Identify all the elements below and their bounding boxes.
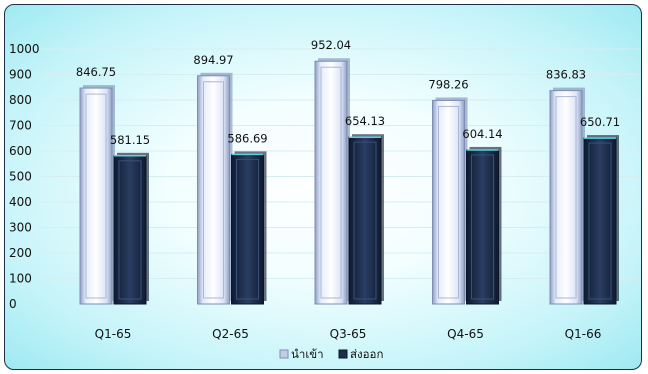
y-tick-label: 800 bbox=[9, 93, 32, 107]
import-legend-label: นำเข้า bbox=[291, 347, 324, 361]
import-bar bbox=[314, 58, 350, 305]
x-tick-label: Q1-66 bbox=[565, 327, 602, 341]
import-bar bbox=[197, 72, 233, 305]
export-legend-label: ส่งออก bbox=[350, 347, 383, 361]
y-tick-label: 1000 bbox=[9, 42, 40, 56]
export-data-label: 604.14 bbox=[462, 127, 502, 141]
y-tick-label: 600 bbox=[9, 144, 32, 158]
bar-chart: 0 100 200 300 400 500 600 700 800 900 1000 846.75 5… bbox=[9, 38, 641, 361]
export-data-label: 650.71 bbox=[580, 115, 620, 129]
y-tick-label: 300 bbox=[9, 221, 32, 235]
y-tick-label: 400 bbox=[9, 195, 32, 209]
export-bar bbox=[466, 146, 502, 305]
y-tick-label: 500 bbox=[9, 170, 32, 184]
import-legend-swatch bbox=[279, 349, 289, 359]
export-legend-swatch bbox=[338, 349, 348, 359]
import-bar bbox=[432, 97, 468, 305]
export-bar bbox=[231, 151, 267, 305]
export-data-label: 586.69 bbox=[227, 131, 267, 145]
y-tick-label: 900 bbox=[9, 68, 32, 82]
import-data-label: 894.97 bbox=[193, 53, 233, 67]
export-data-label: 581.15 bbox=[110, 133, 150, 147]
import-bar bbox=[79, 85, 115, 305]
y-tick-label: 0 bbox=[9, 297, 17, 311]
export-bar bbox=[113, 152, 149, 305]
export-bar bbox=[348, 134, 384, 305]
import-data-label: 836.83 bbox=[546, 68, 586, 82]
import-data-label: 798.26 bbox=[428, 77, 468, 91]
y-tick-label: 200 bbox=[9, 246, 32, 260]
legend: นำเข้า ส่งออก bbox=[279, 347, 383, 361]
x-tick-label: Q1-65 bbox=[95, 327, 132, 341]
x-tick-label: Q2-65 bbox=[212, 327, 249, 341]
y-tick-label: 700 bbox=[9, 119, 32, 133]
import-data-label: 846.75 bbox=[76, 65, 116, 79]
chart-frame: 0 100 200 300 400 500 600 700 800 900 1000 846.75 5… bbox=[4, 4, 642, 370]
import-data-label: 952.04 bbox=[311, 38, 351, 52]
y-tick-label: 100 bbox=[9, 272, 32, 286]
export-bar bbox=[583, 135, 619, 305]
import-bar bbox=[549, 87, 585, 305]
x-tick-label: Q4-65 bbox=[447, 327, 484, 341]
export-data-label: 654.13 bbox=[345, 114, 385, 128]
x-tick-label: Q3-65 bbox=[330, 327, 367, 341]
